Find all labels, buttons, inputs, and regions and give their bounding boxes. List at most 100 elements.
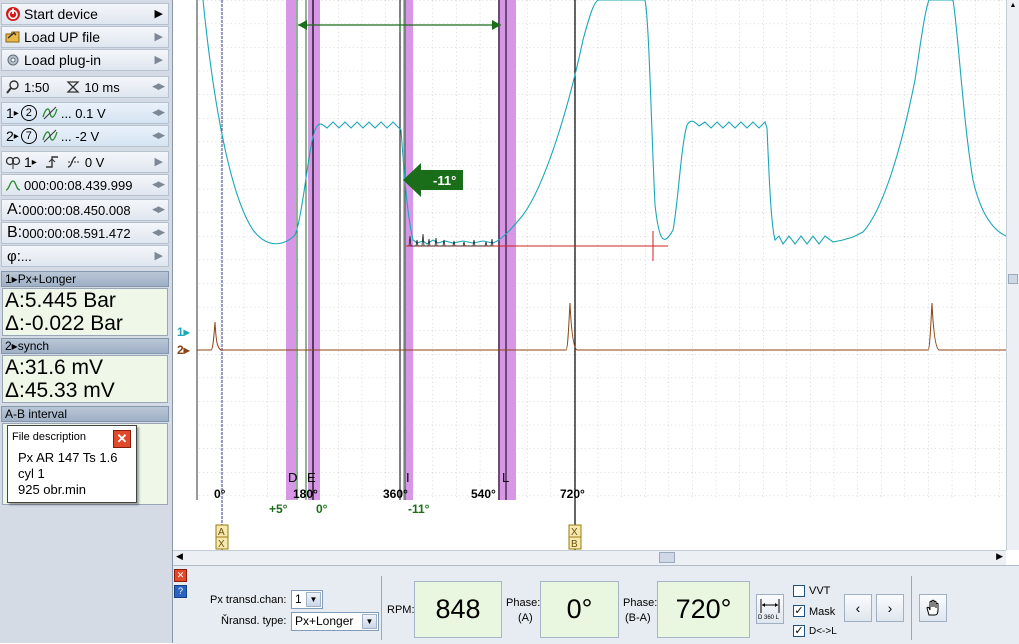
help-icon[interactable]: ? — [174, 585, 187, 598]
channel-1-section-header: 1▸Px+Longer — [1, 271, 169, 287]
timebase-value[interactable]: 10 ms — [84, 79, 120, 95]
trigger-icon — [5, 154, 21, 170]
channel-2-number: 2 — [6, 128, 14, 144]
cursor-a-x-tag[interactable] — [215, 536, 229, 550]
vvt-label: VVT — [809, 585, 831, 597]
arrows-left-right-icon[interactable]: ◀▶ — [152, 107, 165, 117]
sidebar: Start device ▶ Load UP file ▶ Load plug-… — [0, 0, 173, 643]
arrows-left-right-icon[interactable]: ◀▶ — [152, 204, 165, 214]
pan-tool-button[interactable] — [919, 594, 947, 622]
mask-checkbox[interactable]: ✓ — [793, 605, 805, 617]
channel-2-scale: ... -2 V — [60, 128, 100, 144]
angle-label-360: 360° — [383, 487, 408, 501]
marker-e: E — [307, 470, 316, 485]
plot-grid — [197, 0, 1006, 500]
mask-label: Mask — [809, 606, 836, 618]
px-chan-select[interactable]: 1 ▼ — [291, 590, 323, 609]
channel-2-waveform — [197, 302, 1006, 351]
load-plugin-button[interactable]: Load plug-in ▶ — [1, 49, 169, 71]
rpm-value-box: 848 — [414, 581, 502, 638]
phase-ba-value-box: 720° — [657, 581, 750, 638]
channel-2-section-header: 2▸synch — [1, 338, 169, 354]
cursor-b-value: 000:00:08.591.472 — [22, 225, 131, 241]
offset-label-plus5: +5° — [269, 502, 288, 516]
cursor-b-row[interactable]: B: 000:00:08.591.472 ◀▶ — [1, 222, 169, 244]
arrow-right-head — [492, 20, 501, 30]
phi-row[interactable]: φ: ... ▶ — [1, 245, 169, 267]
trigger-row[interactable]: 1 ▸ 0 V ▶ — [1, 151, 169, 173]
hand-icon — [926, 599, 939, 616]
angle-label-540: 540° — [471, 487, 496, 501]
cursor-a-label: A: — [7, 201, 23, 218]
phase-ba-sub-label: (B-A) — [625, 612, 651, 624]
interval-icon — [760, 599, 780, 613]
band-i — [403, 0, 413, 500]
start-device-button[interactable]: Start device ▶ — [1, 3, 169, 25]
chevron-right-icon: ▶ — [154, 156, 163, 168]
channel-1-values: A:5.445 Bar Δ:-0.022 Bar — [2, 288, 168, 336]
zoom-timebase-row[interactable]: 1:50 10 ms ◀▶ — [1, 76, 169, 98]
close-icon[interactable]: ✕ — [174, 569, 187, 582]
angle-arrow-icon — [403, 163, 463, 197]
power-icon — [5, 6, 21, 22]
chevron-down-icon: ▼ — [362, 614, 377, 629]
cursor-b-tag[interactable] — [568, 536, 582, 550]
next-button[interactable]: › — [876, 594, 904, 622]
horizontal-scroll-thumb[interactable] — [659, 552, 675, 563]
trigger-level: 0 V — [84, 154, 105, 170]
scroll-right-icon[interactable]: ▶ — [996, 551, 1003, 561]
oscilloscope-plot[interactable]: -11° 1▸ 2▸ D E I L 0° 180° 360° 540° 720… — [173, 0, 1006, 550]
cursor-a-x-label: X — [218, 539, 225, 550]
rpm-label: RPM: — [387, 604, 415, 616]
divider — [911, 576, 912, 640]
channel-1-delta-value: Δ:-0.022 Bar — [5, 312, 123, 335]
load-plugin-label: Load plug-in — [24, 52, 102, 68]
channel-1-waveform — [202, 0, 1006, 246]
phase-a-label: Phase: — [506, 597, 541, 609]
trigger-time-row[interactable]: 000:00:08.439.999 ◀▶ — [1, 174, 169, 196]
edge-icon — [44, 154, 60, 170]
file-description-line-1: Px AR 147 Ts 1.6 — [18, 450, 118, 465]
close-icon[interactable]: ✕ — [113, 430, 131, 448]
ab-interval-section-header: A-B interval — [1, 406, 169, 422]
load-up-file-button[interactable]: Load UP file ▶ — [1, 26, 169, 48]
cursor-a-row[interactable]: A: 000:00:08.450.008 ◀▶ — [1, 199, 169, 221]
arrows-left-right-icon[interactable]: ◀▶ — [152, 130, 165, 140]
folder-icon — [5, 29, 21, 45]
phase-a-value: 0° — [566, 594, 593, 624]
phase-a-sub-label: (A) — [518, 612, 533, 624]
probe-1-badge: 2 — [20, 105, 37, 121]
vvt-checkbox[interactable] — [793, 585, 805, 597]
phi-label: φ: — [7, 247, 21, 265]
arrows-left-right-icon[interactable]: ◀▶ — [152, 81, 165, 91]
vertical-scrollbar[interactable]: ▲ — [1006, 0, 1019, 550]
bottom-toolbar: ✕ ? Px transd.chan: 1 ▼ Ňransd. type: Px… — [173, 565, 1019, 644]
channel-1-marker[interactable]: 1▸ — [177, 325, 191, 339]
cursor-b-x-label: X — [571, 527, 578, 538]
d360l-button[interactable]: D 360 L — [756, 594, 784, 624]
vertical-scroll-thumb[interactable] — [1008, 274, 1018, 284]
arrows-left-right-icon[interactable]: ◀▶ — [152, 179, 165, 189]
arrows-left-right-icon[interactable]: ◀▶ — [152, 227, 165, 237]
trigger-time-value: 000:00:08.439.999 — [24, 177, 133, 193]
divider — [381, 576, 382, 640]
arrow-right-icon: ▸ — [13, 107, 19, 119]
zoom-value[interactable]: 1:50 — [24, 79, 50, 95]
previous-button[interactable]: ‹ — [844, 594, 872, 622]
channel-2-marker[interactable]: 2▸ — [177, 343, 191, 357]
cursor-b-label: B: — [7, 224, 23, 241]
horizontal-scrollbar[interactable]: ◀ ▶ — [173, 550, 1006, 565]
scroll-up-icon[interactable]: ▲ — [1009, 2, 1017, 9]
transd-type-select[interactable]: Px+Longer ▼ — [291, 612, 379, 631]
file-description-line-3: 925 obr.min — [18, 482, 86, 497]
load-up-file-label: Load UP file — [24, 29, 101, 45]
scroll-left-icon[interactable]: ◀ — [176, 551, 183, 561]
channel-1-row[interactable]: 1 ▸ 2 ... 0.1 V ◀▶ — [1, 102, 169, 124]
transd-type-value: Px+Longer — [295, 614, 354, 628]
waveform-icon — [42, 105, 58, 121]
noise-spikes — [408, 233, 494, 247]
dl-checkbox[interactable]: ✓ — [793, 625, 805, 637]
chevron-left-icon: ‹ — [855, 600, 861, 616]
channel-2-row[interactable]: 2 ▸ 7 ... -2 V ◀▶ — [1, 125, 169, 147]
angle-label-180: 180° — [293, 487, 318, 501]
